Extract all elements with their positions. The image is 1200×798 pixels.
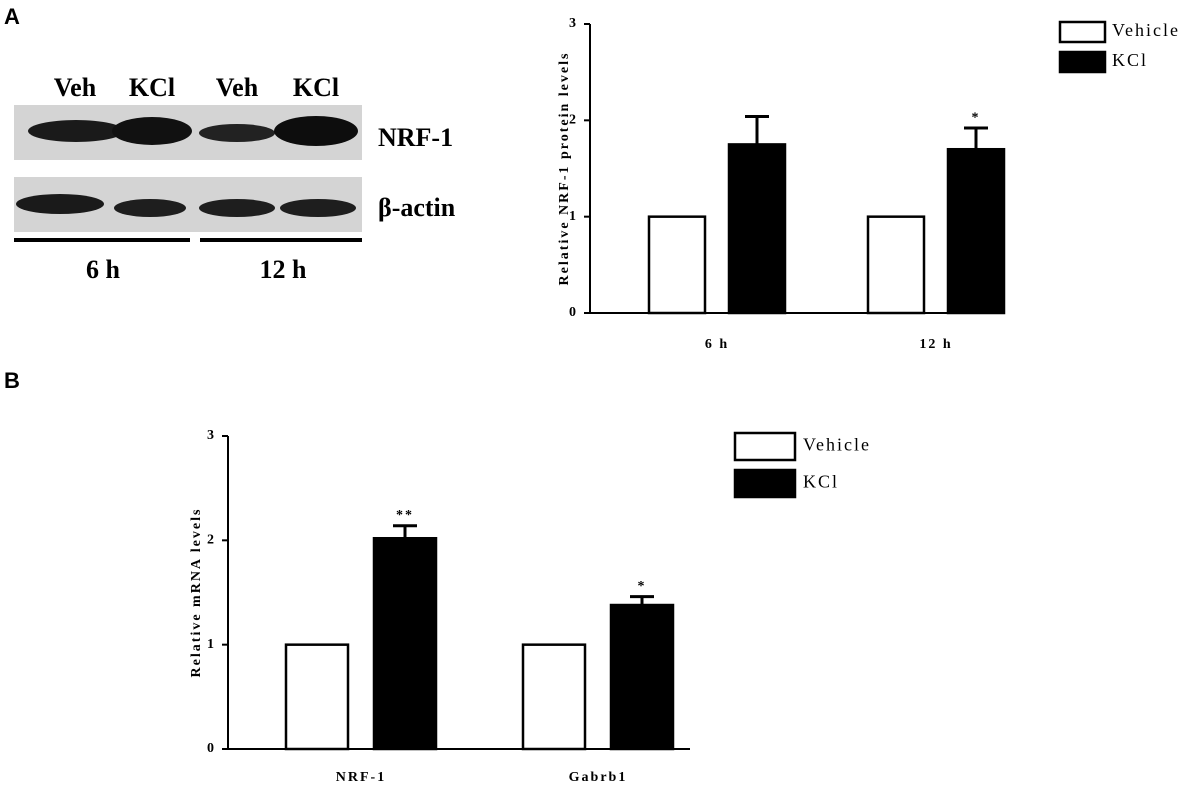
bar (866, 215, 926, 315)
y-tick-label: 1 (207, 637, 216, 652)
panel-label: A (4, 4, 20, 29)
legend-label: KCl (1112, 50, 1148, 70)
significance: * (972, 110, 981, 125)
y-tick-label: 3 (569, 16, 578, 31)
y-tick-label: 1 (569, 209, 578, 224)
band (112, 117, 192, 145)
legend-swatch (733, 431, 797, 462)
legend-swatch (1058, 50, 1107, 74)
band (274, 116, 358, 146)
row-label: β-actin (378, 193, 456, 222)
time-label: 6 h (86, 255, 121, 284)
y-tick-label: 0 (207, 741, 216, 756)
panel-label: B (4, 368, 20, 393)
bar (609, 603, 675, 751)
legend-swatch (733, 468, 797, 499)
bar (946, 147, 1006, 315)
y-tick-label: 2 (207, 533, 216, 548)
significance: ** (396, 508, 414, 523)
x-tick-label: 12 h (919, 337, 952, 352)
legend-label: Vehicle (803, 435, 871, 455)
lane-label: Veh (54, 73, 97, 102)
legend-label: KCl (803, 472, 839, 492)
legend-swatch (1058, 20, 1107, 44)
y-tick-label: 2 (569, 113, 578, 128)
x-tick-label: 6 h (705, 337, 729, 352)
band (199, 199, 275, 217)
y-tick-label: 3 (207, 428, 216, 443)
y-tick-label: 0 (569, 305, 578, 320)
legend-label: Vehicle (1112, 20, 1180, 40)
lane-label: KCl (129, 73, 175, 102)
bar (521, 643, 587, 751)
band (280, 199, 356, 217)
row-label: NRF-1 (378, 123, 453, 152)
y-axis-label: Relative mRNA levels (189, 508, 204, 678)
x-tick-label: NRF-1 (336, 770, 386, 785)
bar (372, 536, 438, 751)
band (16, 194, 104, 214)
blot: Veh KCl Veh KCl NRF-1 β-actin 6 h 12 h (14, 73, 456, 284)
bar (284, 643, 350, 751)
bar (727, 143, 787, 315)
band (28, 120, 124, 142)
lane-label: Veh (216, 73, 259, 102)
significance: * (638, 579, 647, 594)
band (199, 124, 275, 142)
band (114, 199, 186, 217)
y-axis-label: Relative NRF-1 protein levels (557, 52, 572, 286)
bar (647, 215, 707, 315)
time-label: 12 h (260, 255, 308, 284)
x-tick-label: Gabrb1 (569, 770, 628, 785)
lane-label: KCl (293, 73, 339, 102)
